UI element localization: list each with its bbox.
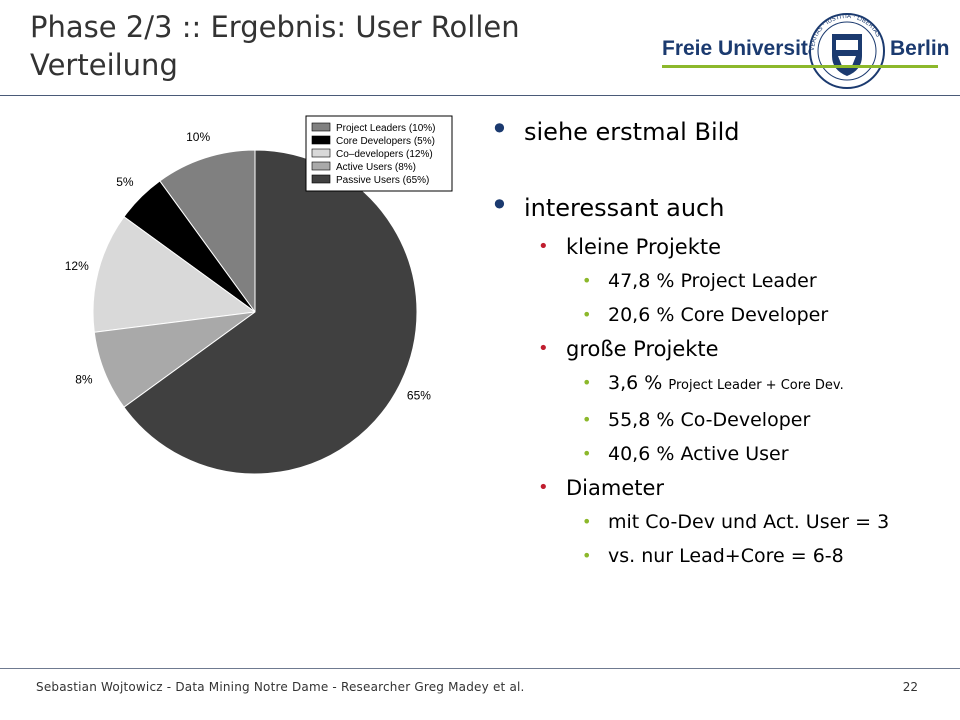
bullet-text: interessant auch (524, 194, 725, 222)
bullet-text: Diameter (566, 476, 665, 500)
logo-wordmark-right: Berlin (890, 37, 950, 60)
legend-label: Core Developers (5%) (336, 136, 435, 147)
bullet-level3: 40,6 % Active User (490, 437, 940, 471)
pie-slice (92, 216, 257, 333)
legend-label: Passive Users (65%) (336, 175, 429, 186)
bullet-level2: große Projekte 3,6 % Project Leader + Co… (490, 332, 940, 471)
legend-label: Project Leaders (10%) (336, 123, 436, 134)
bullet-text: 40,6 % Active User (608, 443, 789, 465)
chart-legend: Project Leaders (10%) Core Developers (5%… (305, 115, 453, 192)
pie-slice-label: 8% (75, 373, 93, 387)
legend-label: Active Users (8%) (336, 162, 416, 173)
bullet-text: mit Co-Dev und Act. User = 3 (608, 511, 890, 533)
footer-divider (0, 668, 960, 669)
header-divider (0, 95, 960, 96)
bullet-level3: mit Co-Dev und Act. User = 3 (490, 505, 940, 539)
sub-sub-bullet-list: 3,6 % Project Leader + Core Dev. 55,8 % … (566, 366, 940, 471)
bullet-level1: siehe erstmal Bild (490, 109, 940, 152)
pie-chart-container: 10% 5% 12% 8% 65% Project Leaders (10%) Core D… (50, 110, 470, 490)
bullet-level2: kleine Projekte 47,8 % Project Leader 20… (490, 230, 940, 332)
logo-underline (662, 65, 938, 68)
pie-slice-label: 65% (407, 389, 431, 403)
bullet-list: siehe erstmal Bild interessant auch klei… (490, 109, 940, 573)
bullet-level3: 20,6 % Core Developer (490, 298, 940, 332)
pie-slice-label: 5% (116, 175, 134, 189)
bullet-text: siehe erstmal Bild (524, 118, 740, 146)
bullet-text: 3,6 % (608, 372, 669, 394)
logo-wordmark-left: Freie Universität (662, 37, 827, 60)
university-seal-icon: VERITAS · IUSTITIA · LIBERTAS (809, 13, 885, 89)
legend-box (305, 115, 453, 192)
slide-title: Phase 2/3 :: Ergebnis: User Rollen Verte… (30, 10, 520, 82)
bullet-level3: 3,6 % Project Leader + Core Dev. (490, 366, 940, 403)
legend-swatch (311, 161, 331, 171)
pie-slice (159, 149, 256, 314)
bullet-text: 55,8 % Co-Developer (608, 409, 811, 431)
user-roles-pie-chart: 10% 5% 12% 8% 65% Project Leaders (10%) Core D… (65, 115, 453, 475)
bullet-level2: Diameter mit Co-Dev und Act. User = 3 vs… (490, 471, 940, 573)
legend-label: Co–developers (12%) (336, 149, 433, 160)
bullet-level1: interessant auch kleine Projekte 47,8 % … (490, 185, 940, 573)
bullet-text: vs. nur Lead+Core = 6-8 (608, 545, 844, 567)
bullet-text: 20,6 % Core Developer (608, 304, 829, 326)
legend-swatch (311, 174, 331, 184)
bullet-text: kleine Projekte (566, 235, 722, 259)
bullet-level3: vs. nur Lead+Core = 6-8 (490, 539, 940, 573)
pie-slice-label: 10% (186, 130, 210, 144)
bullet-level3: 55,8 % Co-Developer (490, 403, 940, 437)
pie-slice-label: 12% (65, 259, 89, 273)
sub-sub-bullet-list: mit Co-Dev und Act. User = 3 vs. nur Lea… (566, 505, 940, 573)
sub-bullet-list: kleine Projekte 47,8 % Project Leader 20… (524, 230, 940, 573)
legend-swatch (311, 122, 331, 132)
sub-sub-bullet-list: 47,8 % Project Leader 20,6 % Core Develo… (566, 264, 940, 332)
footer-text: Sebastian Wojtowicz - Data Mining Notre … (36, 680, 525, 694)
legend-swatch (311, 148, 331, 158)
bullet-text: 47,8 % Project Leader (608, 270, 817, 292)
bullet-level3: 47,8 % Project Leader (490, 264, 940, 298)
legend-swatch (311, 135, 331, 145)
bullet-text: große Projekte (566, 337, 719, 361)
bullet-small-text: Project Leader + Core Dev. (668, 378, 844, 393)
page-number: 22 (902, 680, 918, 694)
